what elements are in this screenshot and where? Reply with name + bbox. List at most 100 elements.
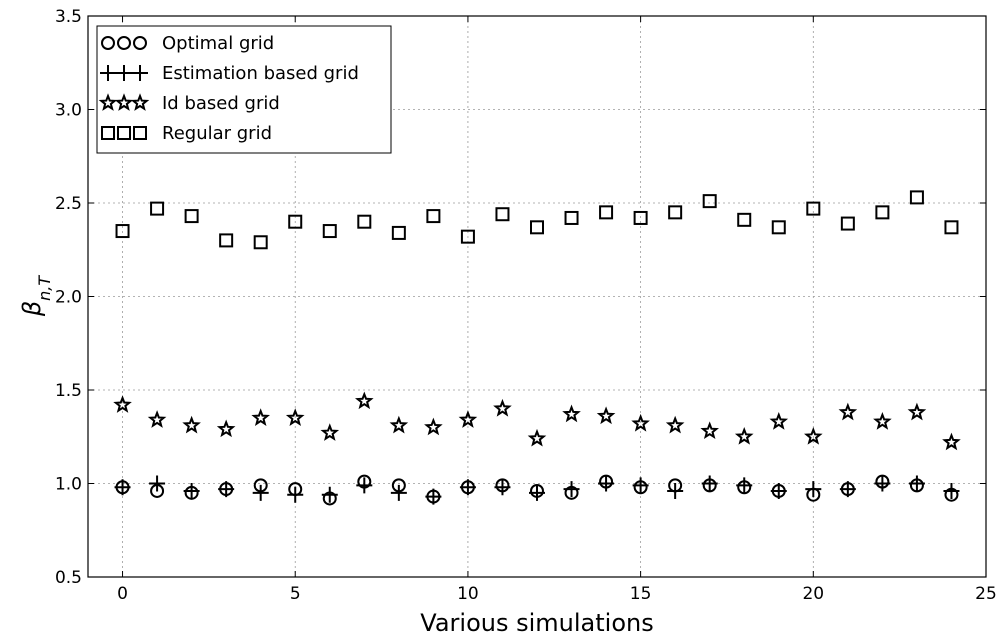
series-id-based-grid [113, 391, 961, 451]
legend-label: Id based grid [162, 93, 280, 114]
legend-marker-star [130, 93, 150, 111]
data-point-plus [183, 482, 200, 499]
data-point-square [426, 209, 441, 224]
x-tick-label: 5 [290, 584, 301, 604]
data-point-square [150, 201, 165, 216]
data-point-square [495, 207, 510, 222]
legend: Optimal grid Estimation based grid Id base… [96, 25, 392, 154]
legend-marker-star [98, 93, 118, 111]
data-point-star [320, 423, 340, 441]
x-tick-label: 25 [975, 584, 997, 604]
data-point-plus [425, 488, 442, 505]
data-point-star [942, 432, 961, 451]
data-point-square [184, 209, 199, 224]
y-tick-label: 2.0 [55, 288, 82, 308]
data-point-plus [598, 475, 615, 492]
x-axis-title: Various simulations [420, 609, 653, 637]
y-tick-label: 3.5 [55, 7, 82, 27]
data-point-square [944, 220, 959, 235]
data-point-square [771, 220, 786, 235]
data-point-plus [908, 475, 925, 492]
legend-marker-star [114, 93, 134, 111]
data-point-star [631, 413, 650, 432]
data-point-plus [701, 475, 718, 492]
data-point-plus [149, 475, 166, 492]
data-point-square [219, 233, 234, 248]
data-point-star [769, 412, 789, 430]
data-point-plus [943, 482, 960, 499]
data-point-star [734, 426, 754, 445]
series-estimation-based-grid [114, 475, 960, 505]
legend-marker-plus [116, 65, 132, 81]
data-point-star [389, 415, 409, 434]
data-point-plus [667, 482, 684, 499]
data-point-square [702, 194, 717, 209]
data-point-square [737, 212, 752, 227]
legend-marker-square [117, 126, 131, 140]
data-point-square [357, 214, 372, 229]
legend-entry: Optimal grid [101, 33, 274, 54]
y-tick-label: 1.0 [55, 475, 82, 495]
x-tick-label: 15 [630, 584, 652, 604]
legend-label: Estimation based grid [162, 63, 359, 84]
data-point-star [424, 417, 443, 436]
data-point-star [873, 412, 892, 430]
x-tick-label: 20 [802, 584, 824, 604]
legend-marker-square [133, 126, 147, 140]
data-point-star [665, 415, 685, 434]
legend-marker-circle [101, 36, 115, 50]
data-point-star [804, 426, 823, 445]
data-point-star [562, 404, 581, 423]
y-tick-label: 2.5 [55, 194, 82, 214]
legend-marker-circle [133, 36, 147, 50]
data-point-star [182, 415, 201, 434]
data-point-star [838, 402, 858, 421]
legend-marker-square [101, 126, 115, 140]
y-axis-title: βn,T [18, 275, 54, 318]
data-point-star [458, 410, 478, 428]
data-point-square [909, 190, 924, 205]
y-tick-label: 3.0 [55, 101, 82, 121]
legend-entry: Id based grid [98, 93, 280, 114]
data-point-plus [529, 484, 545, 501]
data-point-square [806, 201, 821, 216]
data-points [113, 190, 961, 506]
data-point-square [530, 220, 544, 235]
legend-label: Regular grid [162, 123, 272, 144]
legend-label: Optimal grid [162, 33, 274, 54]
data-point-plus [839, 481, 856, 498]
x-tick-label: 0 [117, 584, 128, 604]
x-tick-label: 10 [457, 584, 479, 604]
y-axis-ticks: 0.5 1.0 1.5 2.0 2.5 3.0 3.5 [55, 7, 986, 588]
data-point-star [285, 408, 305, 426]
legend-entry: Regular grid [101, 123, 272, 144]
data-point-star [216, 419, 236, 438]
legend-entry: Estimation based grid [100, 63, 359, 84]
data-point-square [875, 205, 890, 220]
data-point-plus [770, 482, 787, 499]
data-point-plus [736, 477, 753, 494]
data-point-plus [805, 481, 822, 498]
data-point-plus [874, 475, 891, 492]
data-point-star [596, 406, 616, 425]
data-point-square [840, 216, 855, 231]
data-point-star [251, 408, 270, 426]
data-point-square [633, 210, 648, 225]
data-point-star [113, 395, 132, 413]
data-point-plus [390, 484, 407, 501]
data-point-square [564, 210, 579, 225]
data-point-star [907, 402, 927, 421]
series-regular-grid [115, 190, 959, 250]
data-point-star [700, 421, 719, 440]
data-point-star [493, 398, 512, 417]
y-tick-label: 0.5 [55, 568, 82, 588]
legend-marker-plus [100, 65, 116, 81]
data-point-plus [218, 481, 235, 498]
data-point-plus [287, 486, 304, 503]
data-point-square [668, 205, 683, 220]
data-point-plus [494, 479, 511, 496]
data-point-square [391, 225, 406, 240]
data-point-square [460, 229, 475, 244]
data-point-square [599, 205, 614, 220]
